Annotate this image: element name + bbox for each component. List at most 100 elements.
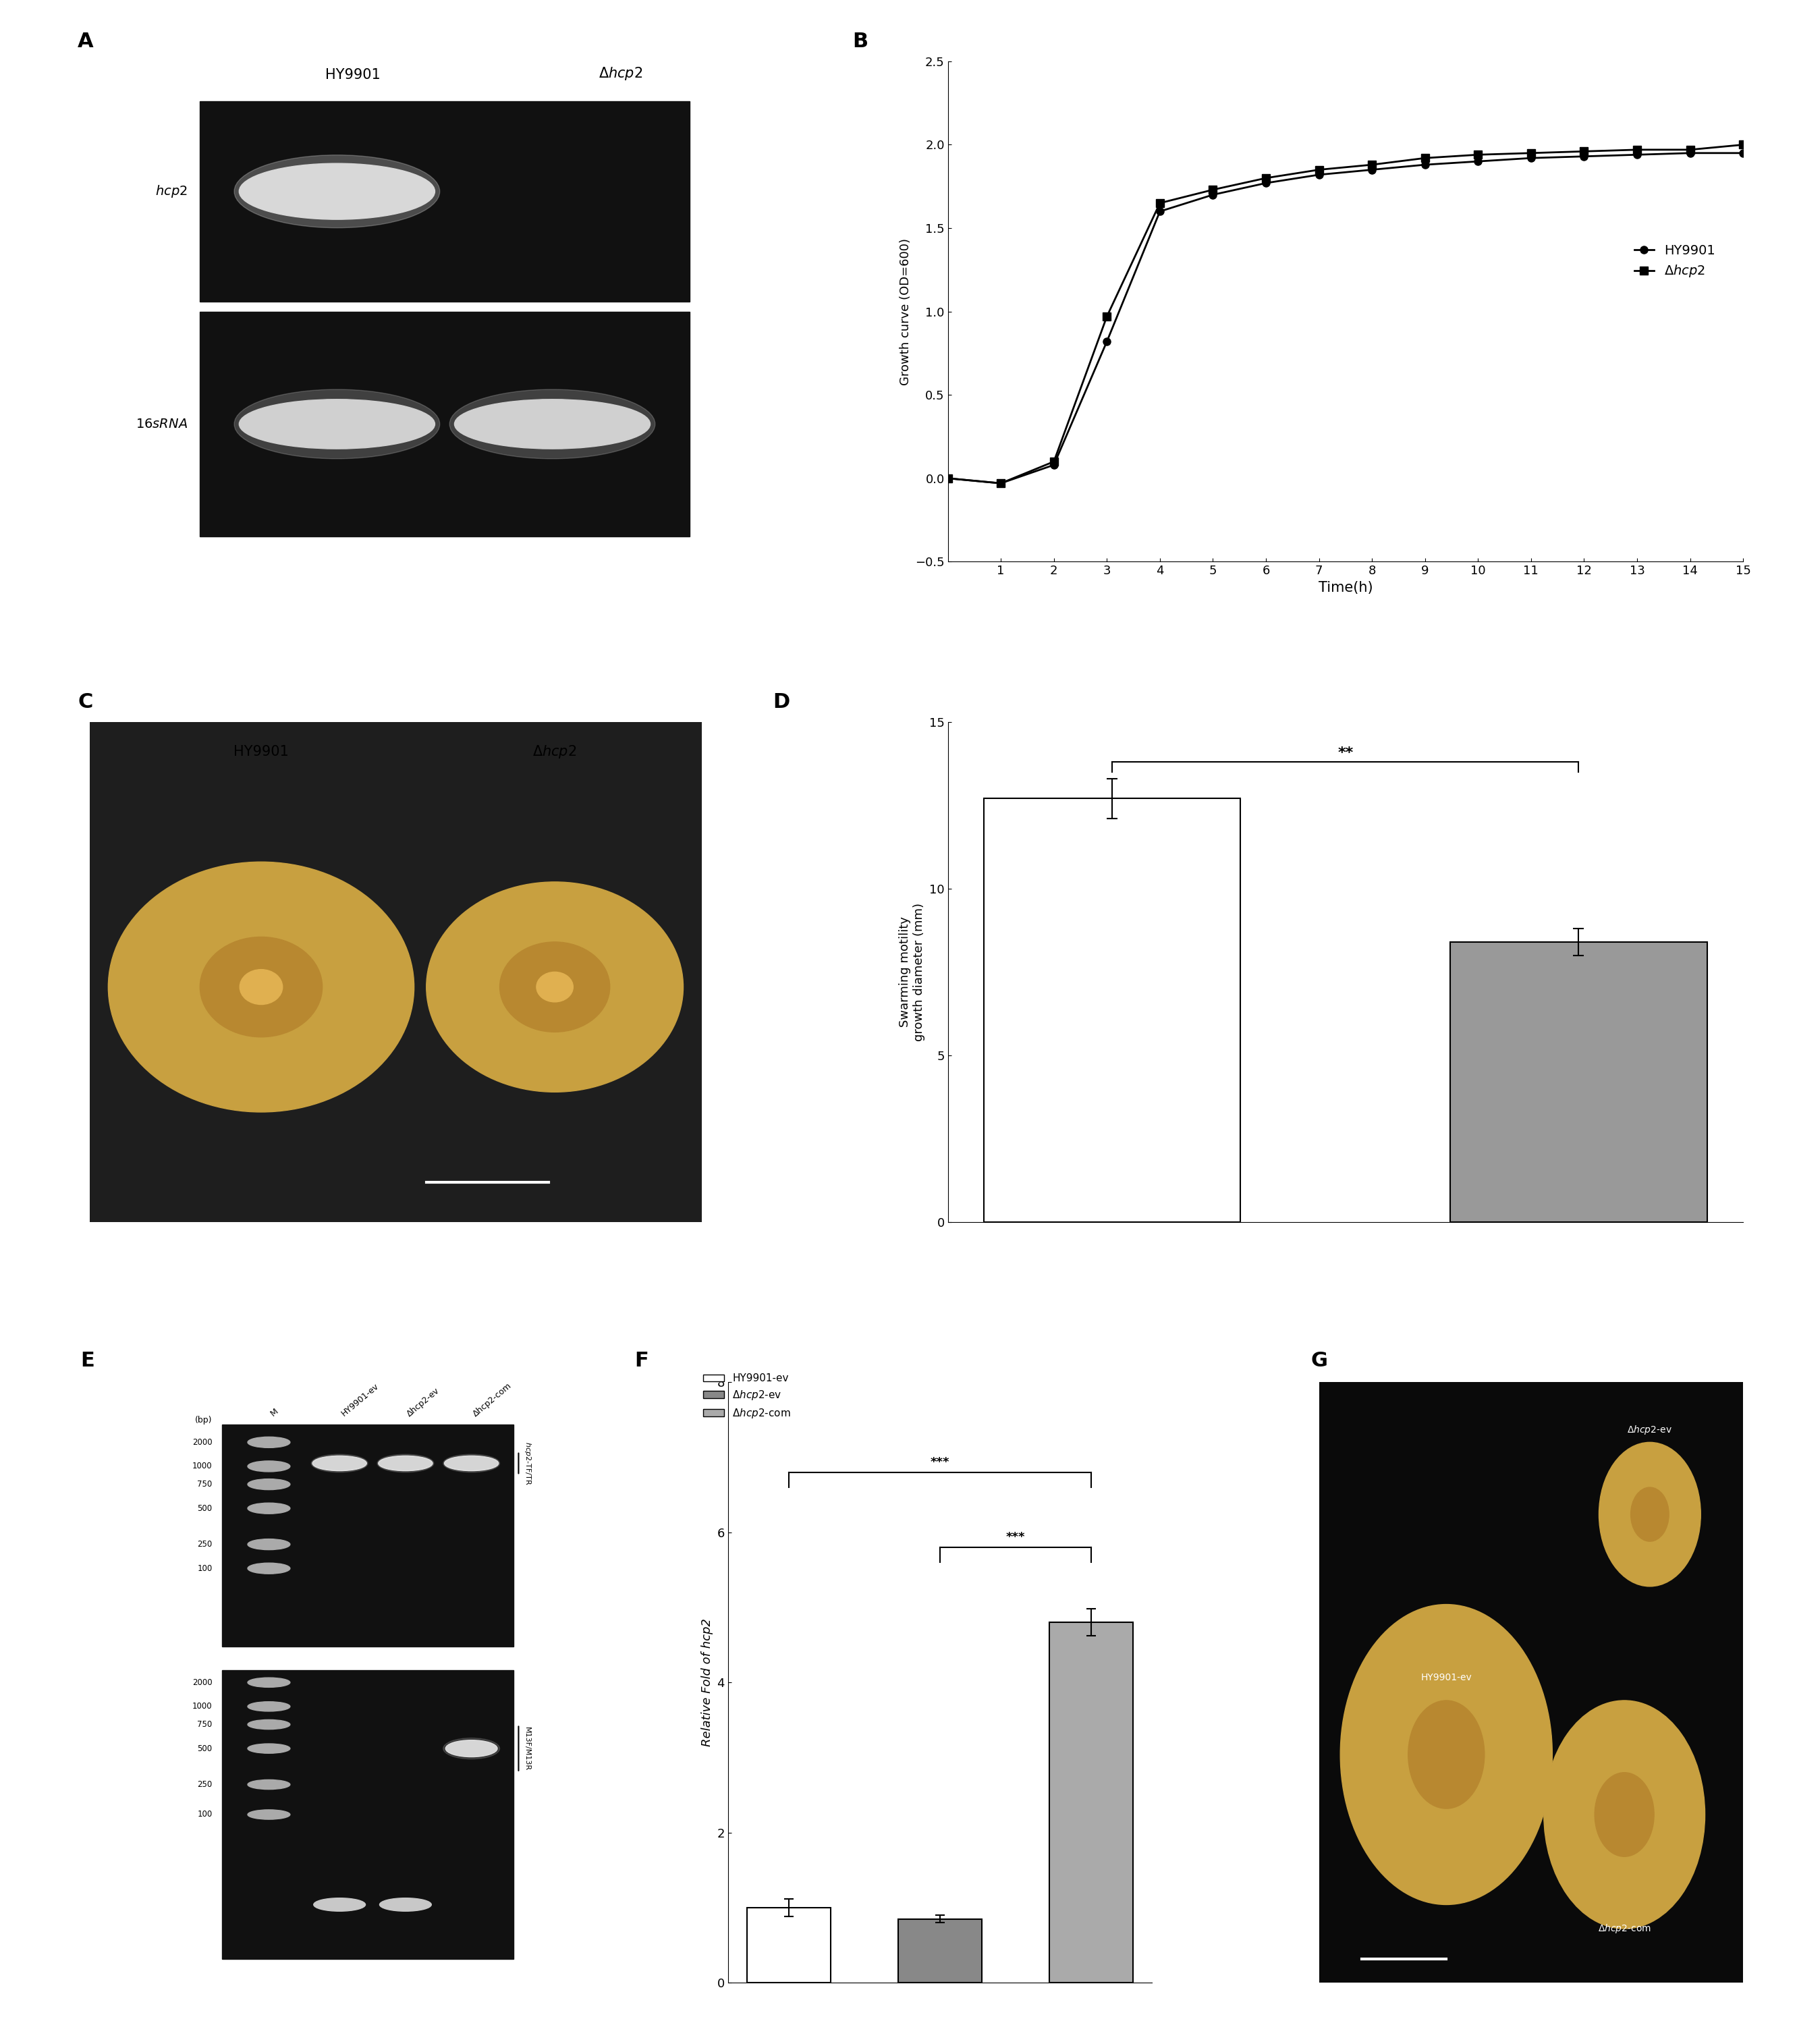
$\Delta hcp2$ — [1520, 141, 1542, 166]
Bar — [199, 102, 690, 300]
Y-axis label: Swarming motility
growth diameter (mm): Swarming motility growth diameter (mm) — [898, 903, 925, 1040]
$\Delta hcp2$ — [1148, 190, 1170, 215]
Legend: HY9901, $\Delta hcp2$: HY9901, $\Delta hcp2$ — [1628, 239, 1720, 284]
Ellipse shape — [248, 1502, 289, 1515]
Legend: HY9901-ev, $\Delta hcp2$-ev, $\Delta hcp2$-com: HY9901-ev, $\Delta hcp2$-ev, $\Delta hcp… — [699, 1369, 794, 1425]
Circle shape — [500, 942, 609, 1032]
Text: (bp): (bp) — [196, 1416, 212, 1425]
Text: $hcp2$-TF/TR: $hcp2$-TF/TR — [523, 1441, 532, 1486]
Line: HY9901: HY9901 — [943, 149, 1747, 486]
HY9901 — [1360, 157, 1382, 182]
$\Delta hcp2$ — [990, 470, 1012, 495]
Ellipse shape — [444, 1455, 500, 1472]
Text: $\Delta hcp2$: $\Delta hcp2$ — [532, 744, 577, 760]
Text: M: M — [270, 1406, 280, 1419]
HY9901 — [1308, 161, 1330, 186]
HY9901 — [1732, 141, 1754, 166]
Text: B: B — [852, 33, 868, 51]
Ellipse shape — [313, 1455, 367, 1472]
Ellipse shape — [248, 1461, 289, 1472]
Ellipse shape — [379, 1899, 431, 1911]
$\Delta hcp2$ — [1572, 139, 1594, 164]
Text: 500: 500 — [198, 1504, 212, 1513]
HY9901 — [990, 470, 1012, 495]
Text: 250: 250 — [198, 1780, 212, 1788]
Ellipse shape — [234, 155, 440, 227]
Ellipse shape — [248, 1564, 289, 1574]
$\Delta hcp2$ — [1732, 133, 1754, 157]
$\Delta hcp2$ — [1678, 137, 1700, 161]
Circle shape — [108, 863, 413, 1112]
$\Delta hcp2$ — [1360, 153, 1382, 178]
Ellipse shape — [248, 1703, 289, 1711]
Text: E: E — [81, 1351, 95, 1369]
Text: $16sRNA$: $16sRNA$ — [137, 417, 187, 431]
Ellipse shape — [314, 1899, 365, 1911]
HY9901 — [1254, 172, 1276, 196]
HY9901 — [1572, 145, 1594, 170]
HY9901 — [1042, 452, 1064, 476]
HY9901 — [1626, 143, 1648, 168]
Text: G: G — [1310, 1351, 1328, 1369]
$\Delta hcp2$ — [1254, 166, 1276, 190]
$\Delta hcp2$ — [1042, 450, 1064, 474]
HY9901 — [1414, 153, 1436, 178]
Ellipse shape — [239, 164, 435, 219]
Text: 1000: 1000 — [192, 1461, 212, 1472]
Ellipse shape — [248, 1480, 289, 1490]
Text: ***: *** — [931, 1457, 949, 1468]
Text: C: C — [77, 693, 93, 711]
Ellipse shape — [379, 1455, 433, 1472]
HY9901 — [1096, 329, 1118, 354]
Ellipse shape — [377, 1455, 433, 1472]
Circle shape — [1409, 1701, 1484, 1809]
HY9901 — [936, 466, 958, 491]
$\Delta hcp2$ — [936, 466, 958, 491]
Bar — [1450, 942, 1707, 1222]
HY9901 — [1466, 149, 1488, 174]
Text: A: A — [77, 33, 93, 51]
Bar — [898, 1919, 981, 1983]
Text: F: F — [634, 1351, 649, 1369]
Text: 100: 100 — [198, 1564, 212, 1572]
Bar — [985, 799, 1240, 1222]
Bar — [221, 1425, 514, 1647]
Ellipse shape — [455, 399, 651, 450]
Text: Δhcp2-com: Δhcp2-com — [471, 1382, 514, 1419]
Text: Δhcp2-ev: Δhcp2-ev — [406, 1386, 442, 1419]
Bar — [199, 311, 690, 538]
Text: HY9901: HY9901 — [325, 67, 381, 82]
$\Delta hcp2$ — [1202, 178, 1224, 202]
Ellipse shape — [248, 1678, 289, 1686]
Text: 750: 750 — [198, 1480, 212, 1488]
Circle shape — [426, 881, 683, 1091]
Text: 100: 100 — [198, 1811, 212, 1819]
$\Delta hcp2$ — [1466, 143, 1488, 168]
Text: $\Delta hcp2$-ev: $\Delta hcp2$-ev — [1628, 1425, 1673, 1437]
Text: $\Delta hcp2$: $\Delta hcp2$ — [598, 65, 643, 82]
Ellipse shape — [444, 1737, 500, 1760]
Text: 1000: 1000 — [192, 1703, 212, 1711]
Ellipse shape — [248, 1744, 289, 1754]
Ellipse shape — [444, 1455, 498, 1472]
Ellipse shape — [446, 1739, 498, 1758]
$\Delta hcp2$ — [1626, 137, 1648, 161]
HY9901 — [1678, 141, 1700, 166]
Text: HY9901-ev: HY9901-ev — [1421, 1674, 1472, 1682]
$\Delta hcp2$ — [1414, 145, 1436, 170]
Text: HY9901-ev: HY9901-ev — [340, 1382, 381, 1419]
Circle shape — [1594, 1772, 1653, 1856]
$\Delta hcp2$ — [1308, 157, 1330, 182]
Text: ***: *** — [1006, 1531, 1026, 1543]
Circle shape — [1630, 1488, 1669, 1541]
Text: $hcp2$: $hcp2$ — [156, 184, 187, 198]
Circle shape — [537, 973, 573, 1002]
Bar — [1049, 1623, 1132, 1983]
X-axis label: Time(h): Time(h) — [1319, 580, 1373, 595]
Text: 2000: 2000 — [192, 1678, 212, 1686]
Line: $\Delta hcp2$: $\Delta hcp2$ — [943, 141, 1747, 486]
Text: D: D — [773, 693, 791, 711]
HY9901 — [1202, 182, 1224, 206]
Text: 2000: 2000 — [192, 1437, 212, 1447]
Ellipse shape — [248, 1437, 289, 1447]
